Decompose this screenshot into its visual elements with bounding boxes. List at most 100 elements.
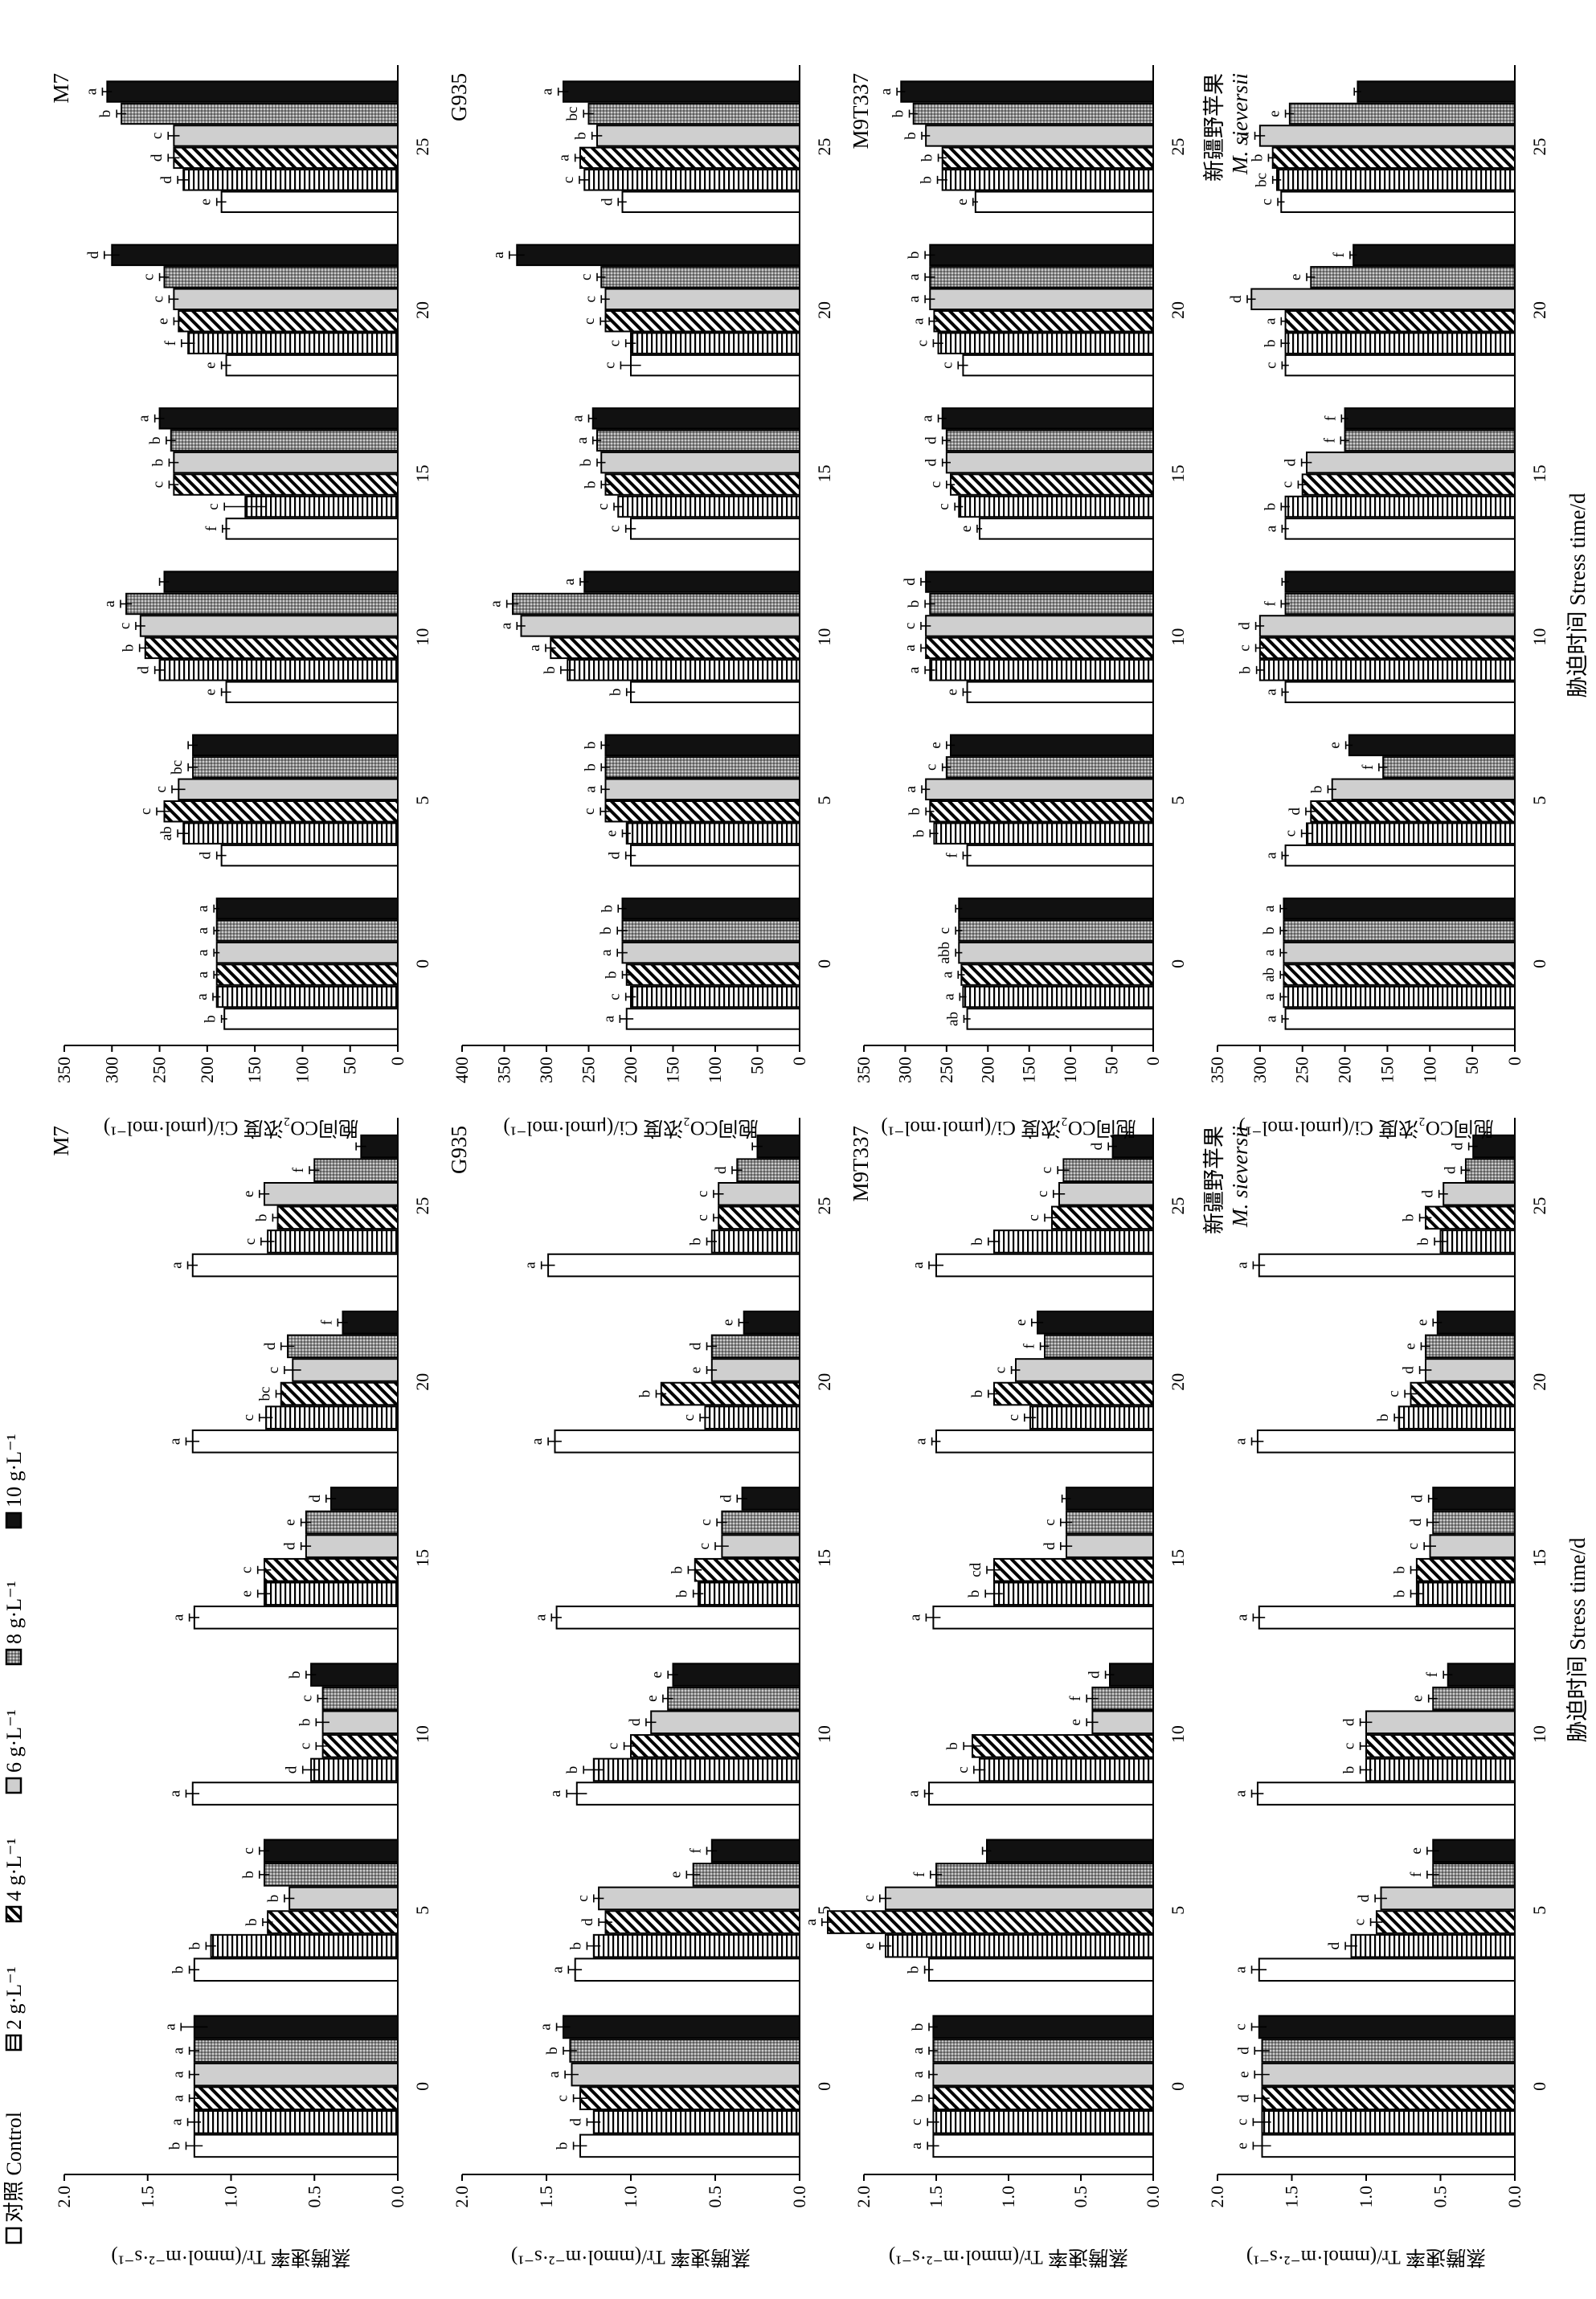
significance-letter: f: [1360, 764, 1377, 770]
y-tick-label: 100: [1419, 1057, 1439, 1083]
significance-letter: b: [906, 1966, 923, 1974]
y-axis-label: 蒸腾速率 Tr/(mmol·m⁻²·s⁻¹): [1246, 2246, 1486, 2268]
bar: [193, 2110, 399, 2134]
significance-letter: c: [298, 1695, 315, 1701]
bar: [574, 1957, 800, 1982]
bar: [1429, 1534, 1516, 1558]
significance-letter: c: [939, 362, 956, 368]
y-tick-label: 0.5: [1070, 2186, 1091, 2208]
significance-letter: b: [121, 644, 137, 652]
bar: [885, 1886, 1154, 1911]
y-tick-label: 0.5: [304, 2186, 324, 2208]
significance-letter: ab: [158, 826, 175, 841]
significance-letter: d: [1089, 1142, 1106, 1150]
legend-label-control: 对照 Control: [2, 2112, 26, 2223]
significance-letter: a: [1233, 1438, 1250, 1445]
x-tick-label: 10: [1529, 1725, 1549, 1743]
panel-title: G935: [447, 1126, 471, 1174]
bar: [267, 1229, 399, 1254]
x-tick-label: 25: [1529, 1197, 1549, 1215]
bar: [1344, 429, 1516, 452]
bar: [520, 615, 800, 637]
significance-letter: b: [919, 154, 936, 162]
bar: [925, 636, 1154, 660]
bar: [630, 517, 800, 540]
bar: [718, 1205, 801, 1230]
y-tick-label: 150: [1019, 1057, 1039, 1083]
bar: [193, 2086, 399, 2111]
y-tick-label: 2.0: [54, 2186, 74, 2208]
bar: [223, 1008, 399, 1030]
bar: [986, 1839, 1154, 1863]
panel-title: M9T337: [849, 73, 873, 149]
y-tick-label: 1.5: [926, 2186, 946, 2208]
bar: [182, 822, 399, 845]
bar: [1353, 243, 1516, 267]
bar: [1425, 1205, 1516, 1230]
bar: [945, 429, 1155, 452]
significance-letter: a: [526, 644, 543, 652]
significance-letter: b: [890, 110, 907, 118]
panel-title: G935: [447, 73, 471, 121]
bar: [979, 517, 1154, 540]
significance-letter: d: [902, 578, 919, 586]
significance-letter: c: [265, 1367, 282, 1373]
significance-letter: ab: [944, 1012, 961, 1026]
significance-letter: b: [1261, 927, 1278, 935]
significance-letter: a: [529, 1438, 546, 1445]
bar: [885, 1933, 1154, 1958]
bar: [1425, 1358, 1516, 1382]
bar: [1306, 451, 1516, 474]
bar: [583, 169, 800, 191]
x-tick-label: 25: [412, 138, 432, 156]
bar: [193, 2015, 399, 2039]
bar: [929, 243, 1155, 267]
significance-letter: b: [149, 459, 166, 467]
significance-letter: b: [1249, 154, 1266, 162]
bar: [667, 1686, 801, 1711]
bar: [193, 1606, 399, 1630]
significance-letter: c: [1034, 1191, 1051, 1197]
bar: [1348, 734, 1516, 757]
y-tick-label: 100: [705, 1057, 725, 1083]
significance-letter: e: [1013, 1319, 1029, 1326]
significance-letter: f: [318, 1319, 335, 1325]
significance-letter: c: [239, 1566, 256, 1573]
bar: [621, 941, 800, 964]
bar: [554, 1429, 800, 1454]
significance-letter: b: [253, 1214, 270, 1222]
bar: [1037, 1310, 1154, 1335]
bar: [547, 1253, 800, 1278]
significance-letter: b: [166, 2142, 183, 2150]
significance-letter: a: [170, 2071, 187, 2078]
bar: [993, 1381, 1154, 1406]
bar: [929, 592, 1155, 616]
x-tick-label: 15: [412, 1549, 432, 1567]
bar: [1261, 2062, 1516, 2087]
significance-letter: a: [600, 1015, 617, 1022]
x-tick-label: 0: [412, 959, 432, 968]
significance-letter: a: [547, 1790, 564, 1797]
significance-letter: a: [497, 622, 514, 629]
bar: [1271, 146, 1516, 170]
significance-letter: f: [943, 853, 960, 858]
significance-letter: b: [1392, 1566, 1409, 1574]
bar: [933, 822, 1155, 845]
bar: [1258, 659, 1516, 681]
significance-letter: b: [542, 666, 559, 674]
bar: [264, 1581, 399, 1606]
bar: [287, 1334, 399, 1359]
panel-tr-g935: 0.0 0.5 1.0 1.5 2.0 蒸腾速率 Tr/(mmol·m⁻²·s⁻¹) G93…: [447, 1118, 834, 2268]
bar: [958, 919, 1155, 942]
bar: [932, 2110, 1155, 2134]
bar: [571, 2062, 800, 2087]
bar: [1432, 1487, 1516, 1511]
x-tick-label: 0: [1168, 959, 1188, 968]
significance-letter: a: [1261, 993, 1278, 1000]
significance-letter: e: [1414, 1319, 1430, 1326]
bar: [1344, 407, 1516, 430]
bar: [1258, 636, 1516, 660]
bar: [960, 963, 1155, 986]
